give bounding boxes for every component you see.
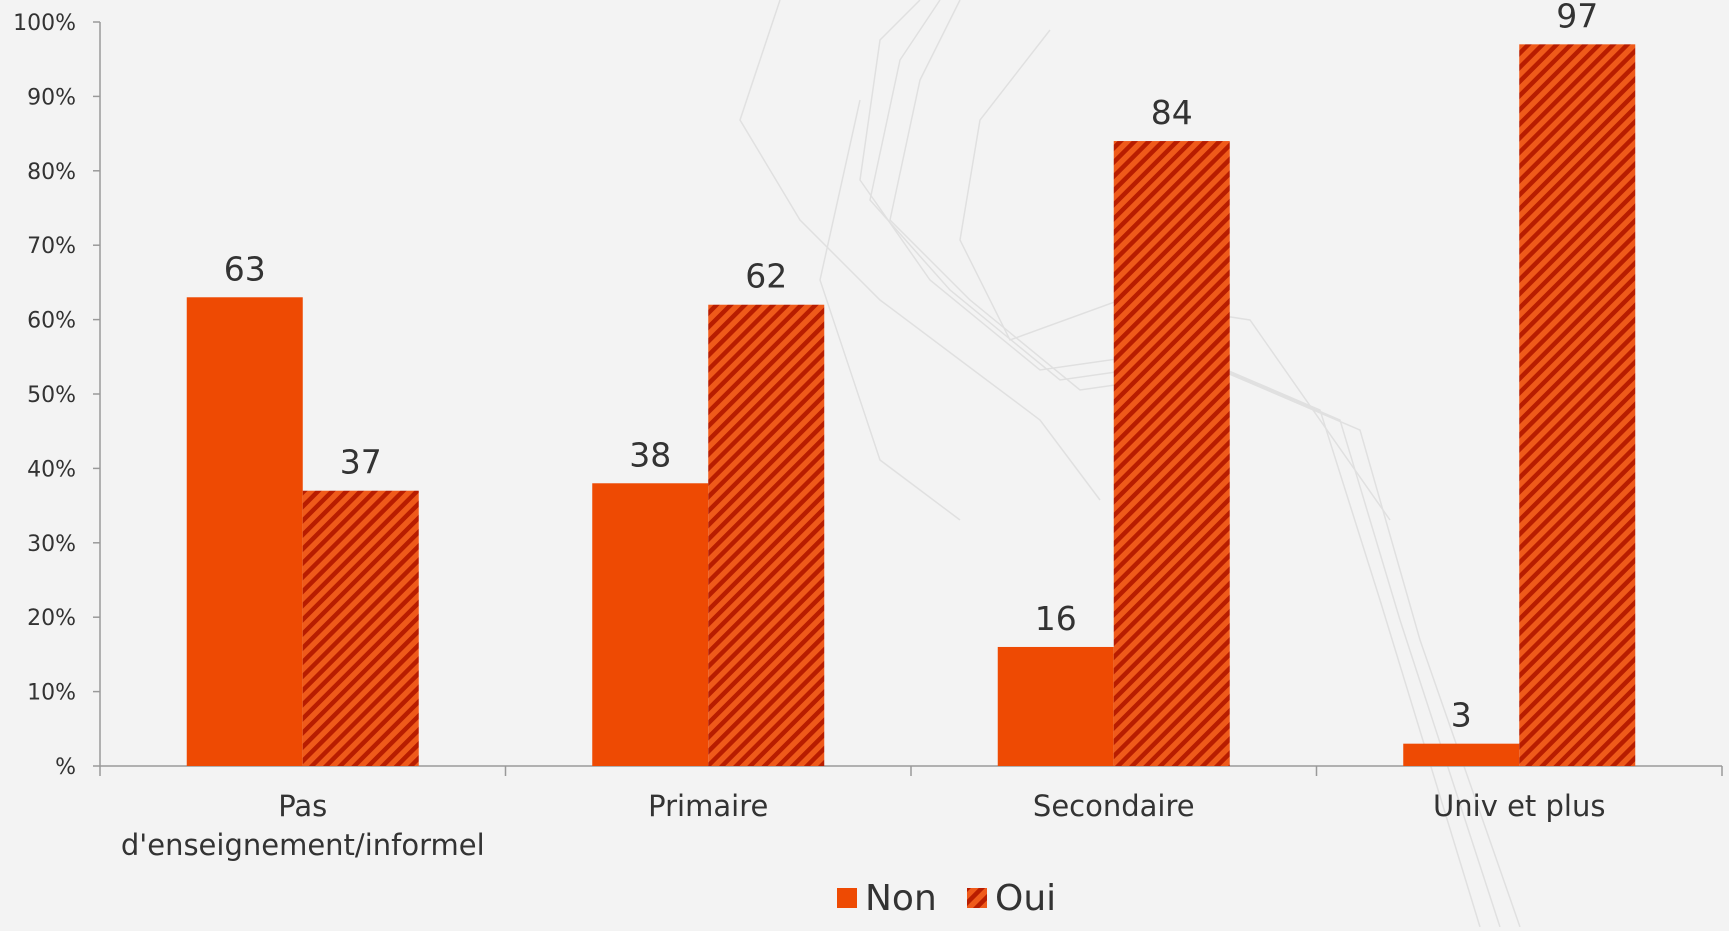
data-label: 63 — [224, 249, 266, 288]
x-category-label: Secondaire — [1033, 789, 1195, 823]
data-labels: 63 37 38 62 16 84 3 97 — [224, 0, 1599, 735]
y-tick-label: % — [55, 755, 76, 780]
y-tick-label: 10% — [27, 681, 76, 706]
data-label: 16 — [1035, 599, 1077, 638]
bars — [186, 44, 1636, 767]
bar-non — [1403, 743, 1520, 766]
y-tick-label: 20% — [27, 606, 76, 631]
bar-oui — [302, 490, 419, 766]
bar-oui — [1113, 141, 1230, 767]
background-decoration — [739, 0, 1521, 928]
x-category-label: Univ et plus — [1433, 789, 1605, 823]
y-tick-label: 80% — [27, 160, 76, 185]
y-tick-label: 90% — [27, 85, 76, 110]
y-tick-label: 50% — [27, 383, 76, 408]
legend-swatch-non — [837, 888, 857, 908]
legend: Non Oui — [837, 878, 1056, 919]
data-label: 3 — [1451, 696, 1472, 735]
x-category-label: Pas — [278, 789, 327, 823]
y-tick-label: 60% — [27, 309, 76, 334]
legend-swatch-oui — [967, 888, 987, 908]
data-label: 38 — [629, 435, 671, 474]
y-tick-label: 40% — [27, 457, 76, 482]
x-category-label: d'enseignement/informel — [121, 828, 485, 862]
bar-oui — [708, 304, 825, 766]
data-label: 97 — [1556, 0, 1598, 35]
x-category-label: Primaire — [648, 789, 768, 823]
bar-non — [997, 646, 1114, 766]
legend-label-non: Non — [865, 878, 937, 919]
data-label: 62 — [745, 257, 787, 296]
data-label: 37 — [340, 443, 382, 482]
y-tick-label: 100% — [13, 11, 76, 36]
y-tick-label: 70% — [27, 234, 76, 259]
data-label: 84 — [1151, 93, 1193, 132]
bar-non — [186, 297, 303, 766]
bar-oui — [1519, 44, 1636, 766]
legend-label-oui: Oui — [995, 878, 1056, 919]
y-tick-label: 30% — [27, 532, 76, 557]
bar-non — [592, 483, 709, 766]
